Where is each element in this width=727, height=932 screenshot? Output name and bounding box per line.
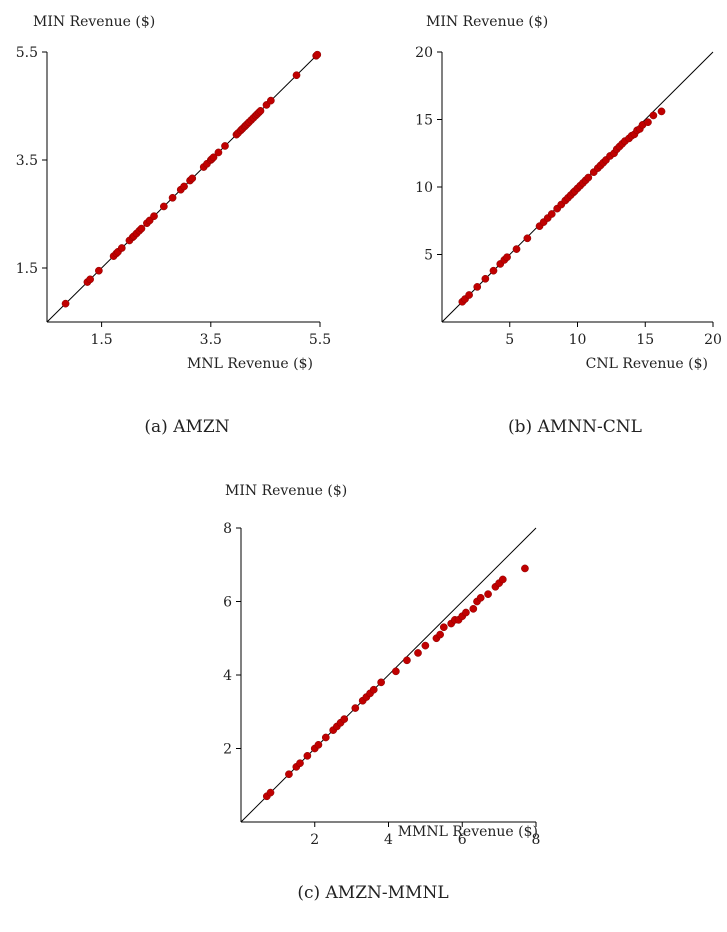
y-tick-label: 4 [223, 668, 232, 684]
data-point [523, 234, 532, 243]
chart-caption: (b) AMNN-CNL [508, 417, 642, 437]
data-point [489, 266, 498, 275]
data-point [439, 623, 448, 632]
data-point [137, 224, 146, 233]
chart-caption: (c) AMZN-MMNL [297, 883, 448, 903]
x-axis-label: MMNL Revenue ($) [398, 824, 538, 840]
y-axis-label: MIN Revenue ($) [426, 14, 548, 30]
diagonal-line [240, 527, 537, 823]
data-point [547, 210, 556, 218]
x-tick-label: 3.5 [200, 332, 222, 348]
data-point [86, 275, 94, 284]
data-point [188, 174, 197, 183]
data-point [481, 274, 490, 283]
data-point [180, 182, 188, 191]
data-point [584, 173, 593, 182]
x-tick-label: 5.5 [309, 332, 331, 348]
data-point [351, 704, 360, 712]
x-tick-label: 10 [569, 332, 587, 348]
data-point [313, 50, 322, 59]
y-tick-label: 20 [415, 45, 433, 61]
y-tick-label: 8 [223, 521, 232, 537]
data-point [340, 715, 349, 723]
data-point [436, 630, 444, 639]
data-point [462, 608, 470, 617]
chart-amzn-mmnl: MIN Revenue ($) MMNL Revenue ($) (c) AMZ… [223, 483, 540, 903]
data-point [321, 733, 330, 742]
x-tick-label: 20 [704, 332, 722, 348]
data-point [314, 740, 323, 749]
data-point [303, 752, 312, 760]
data-point [168, 193, 177, 202]
data-point [95, 266, 103, 275]
x-tick-label: 4 [384, 832, 393, 848]
chart-caption: (a) AMZN [144, 417, 229, 437]
data-point [159, 202, 168, 211]
data-point [266, 788, 275, 797]
data-point [150, 212, 158, 221]
y-tick-label: 15 [415, 113, 433, 129]
data-point [512, 245, 521, 253]
data-point [369, 685, 378, 694]
data-point [214, 148, 223, 157]
data-point [465, 291, 473, 299]
data-point [476, 593, 485, 602]
data-point [521, 564, 529, 573]
data-point [296, 759, 304, 768]
data-point [473, 283, 482, 291]
x-axis-label: MNL Revenue ($) [187, 356, 313, 372]
data-point [285, 770, 293, 779]
data-point [421, 641, 430, 650]
data-point [403, 656, 411, 665]
data-point [392, 667, 400, 676]
data-point [292, 71, 301, 80]
data-point [256, 107, 265, 115]
x-tick-label: 15 [636, 332, 654, 348]
data-point [469, 605, 478, 613]
data-point [484, 590, 492, 599]
chart-amzn: MIN Revenue ($) MNL Revenue ($) (a) AMZN… [16, 14, 331, 437]
x-tick-label: 2 [310, 832, 319, 848]
data-point [503, 253, 511, 262]
data-point [377, 678, 385, 687]
y-axis-label: MIN Revenue ($) [225, 483, 347, 499]
chart-amnn-cnl: MIN Revenue ($) CNL Revenue ($) (b) AMNN… [415, 14, 722, 437]
data-point [209, 153, 218, 162]
y-tick-label: 10 [415, 180, 433, 196]
x-tick-label: 5 [505, 332, 514, 348]
x-axis-label: CNL Revenue ($) [586, 356, 708, 372]
data-point [414, 649, 422, 657]
data-point [117, 244, 126, 252]
data-point [644, 118, 652, 127]
y-tick-label: 1.5 [16, 261, 38, 277]
data-point [61, 299, 70, 308]
data-point [649, 111, 658, 120]
x-tick-label: 8 [532, 832, 541, 848]
y-tick-label: 6 [223, 595, 232, 611]
y-axis-label: MIN Revenue ($) [33, 14, 155, 30]
y-tick-label: 3.5 [16, 153, 38, 169]
x-tick-label: 1.5 [90, 332, 112, 348]
data-point [498, 575, 507, 584]
x-tick-label: 6 [458, 832, 467, 848]
y-tick-label: 5.5 [16, 45, 38, 61]
data-point [221, 142, 229, 150]
data-point [657, 107, 666, 116]
data-point [267, 96, 275, 105]
y-tick-label: 5 [424, 248, 433, 264]
y-tick-label: 2 [223, 742, 232, 758]
